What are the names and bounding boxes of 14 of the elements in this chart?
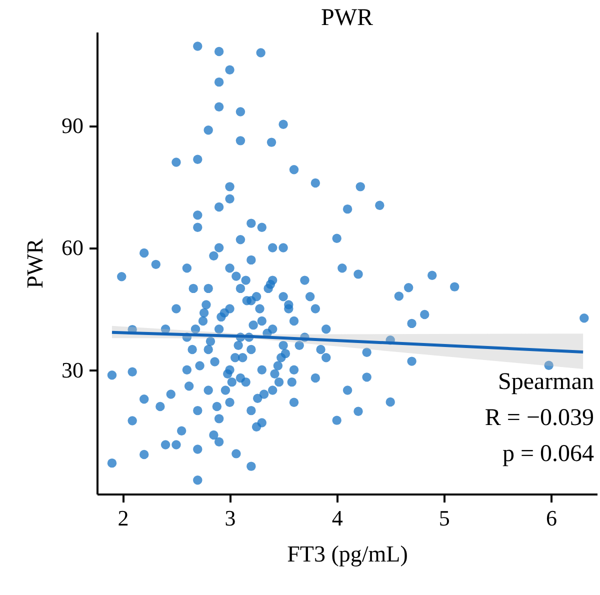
y-tick-label: 90 — [62, 113, 84, 138]
annotation: p = 0.064 — [502, 441, 594, 467]
y-axis-title: PWR — [22, 238, 48, 288]
chart-title: PWR — [320, 5, 374, 31]
x-tick-label: 4 — [332, 506, 343, 530]
x-axis-title: FT3 (pg/mL) — [287, 542, 408, 566]
annotation: R = −0.039 — [484, 405, 594, 431]
x-tick-label: 6 — [546, 506, 557, 530]
y-tick-label: 60 — [62, 235, 84, 260]
x-tick-label: 3 — [224, 506, 236, 530]
annotation: Spearman — [498, 369, 594, 395]
y-tick-label: 30 — [62, 357, 84, 382]
x-tick-label: 2 — [118, 506, 129, 530]
x-tick-label: 5 — [438, 506, 450, 530]
